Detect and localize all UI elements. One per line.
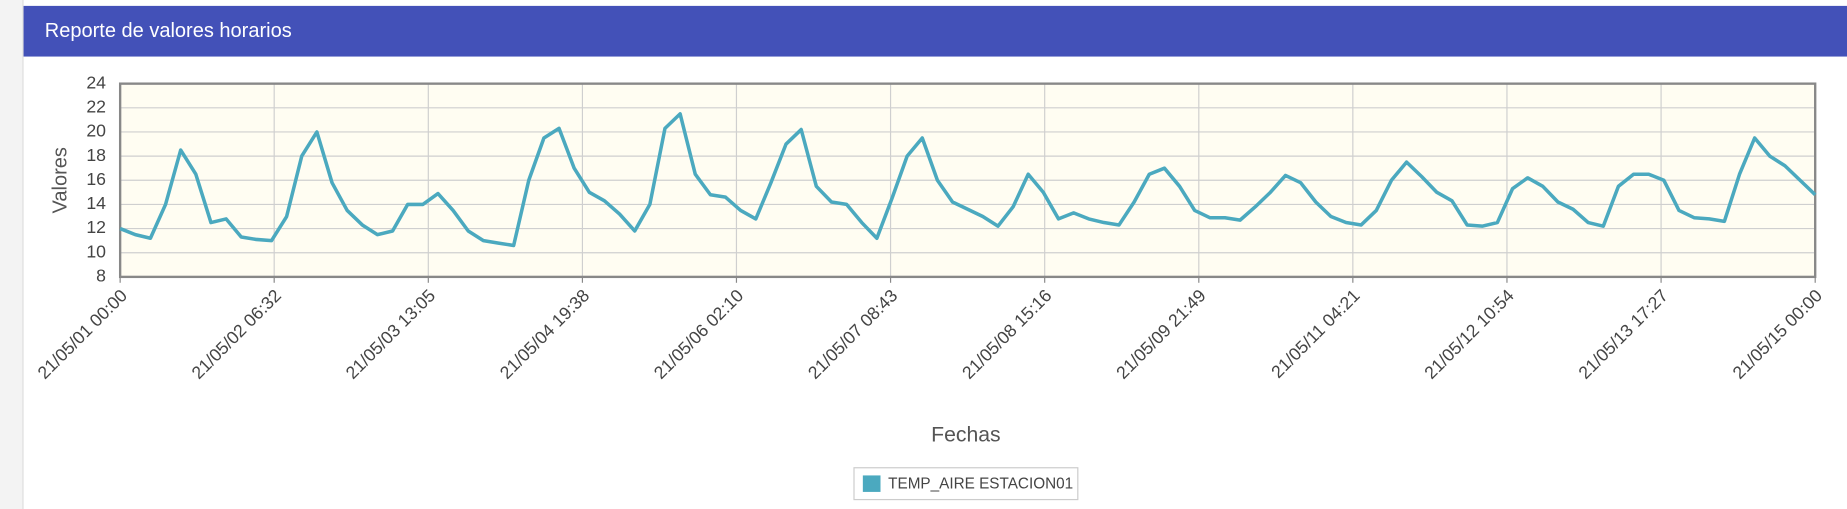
x-tick-label: 21/05/04 19:38 — [496, 285, 594, 383]
y-tick-label: 24 — [86, 72, 106, 92]
y-tick-label: 22 — [86, 96, 106, 116]
y-tick-label: 16 — [86, 169, 106, 189]
side-strip — [0, 0, 24, 509]
x-tick-label: 21/05/12 10:54 — [1420, 285, 1518, 383]
x-tick-label: 21/05/06 02:10 — [650, 285, 748, 383]
x-tick-label: 21/05/09 21:49 — [1112, 285, 1209, 382]
y-tick-label: 18 — [86, 145, 106, 165]
plot-border — [118, 82, 1817, 279]
y-axis-title: Valores — [50, 147, 72, 213]
x-tick-label: 21/05/01 00:00 — [34, 285, 132, 383]
x-tick-label: 21/05/03 13:05 — [342, 285, 440, 383]
y-tick-label: 14 — [86, 193, 106, 213]
x-tick-label: 21/05/02 06:32 — [188, 285, 285, 382]
x-tick-label: 21/05/08 15:16 — [958, 285, 1056, 383]
y-tick-label: 12 — [86, 217, 106, 237]
legend-label: TEMP_AIRE ESTACION01 — [888, 475, 1073, 492]
legend — [853, 467, 1079, 501]
y-tick-label: 10 — [86, 241, 106, 261]
series-line — [119, 112, 1817, 248]
x-tick-label: 21/05/11 04:21 — [1267, 285, 1364, 382]
header-bar — [23, 5, 1847, 57]
chart-title: Reporte de valores horarios — [45, 20, 292, 42]
x-axis-title: Fechas — [931, 424, 1000, 447]
x-tick-label: 21/05/07 08:43 — [804, 285, 902, 383]
y-tick-label: 20 — [86, 121, 106, 141]
y-tick-label: 8 — [96, 266, 106, 286]
legend-swatch — [861, 474, 882, 494]
x-tick-label: 21/05/15 00:00 — [1729, 285, 1827, 383]
x-tick-label: 21/05/13 17:27 — [1574, 285, 1671, 382]
